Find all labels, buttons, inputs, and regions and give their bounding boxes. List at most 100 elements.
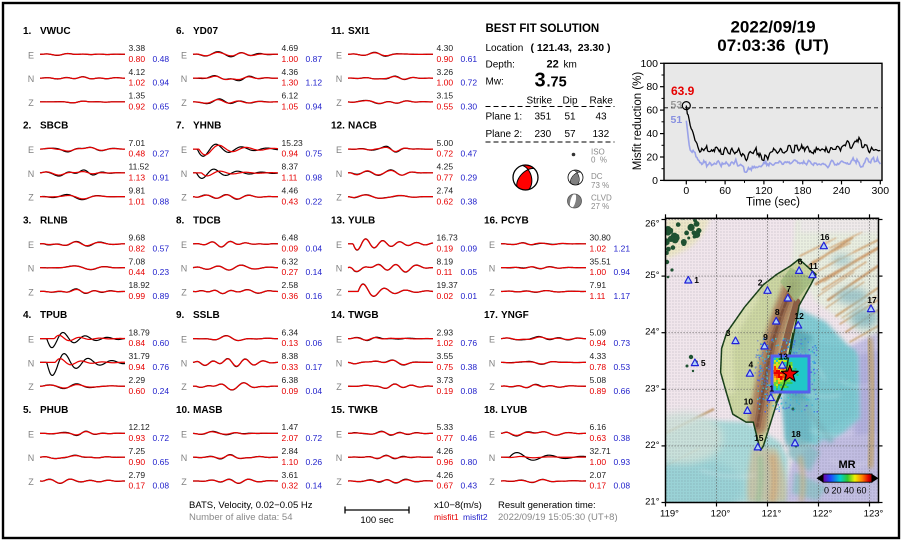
svg-text:4.46: 4.46 <box>282 186 299 196</box>
svg-text:0.11: 0.11 <box>437 267 453 277</box>
svg-text:Number of alive data: 54: Number of alive data: 54 <box>189 512 293 523</box>
svg-text:0.92: 0.92 <box>129 102 146 112</box>
svg-text:1.11: 1.11 <box>590 291 606 301</box>
svg-text:3.: 3. <box>23 215 32 226</box>
svg-text:12: 12 <box>794 311 804 321</box>
svg-text:0.14: 0.14 <box>306 267 323 277</box>
svg-text:16.73: 16.73 <box>437 233 459 243</box>
svg-text:63.9: 63.9 <box>671 84 695 98</box>
svg-text:E: E <box>489 335 495 345</box>
svg-text:0.17: 0.17 <box>590 481 607 491</box>
svg-text:0.14: 0.14 <box>306 481 323 491</box>
svg-text:19.37: 19.37 <box>437 280 459 290</box>
svg-text:6.32: 6.32 <box>282 256 299 266</box>
svg-text:8.37: 8.37 <box>282 162 299 172</box>
svg-text:230: 230 <box>535 129 552 140</box>
svg-text:2.93: 2.93 <box>437 327 454 337</box>
svg-text:0.76: 0.76 <box>153 362 170 372</box>
svg-text:0: 0 <box>683 185 689 197</box>
svg-text:0.32: 0.32 <box>282 481 299 491</box>
svg-text:0.24: 0.24 <box>153 386 170 396</box>
svg-text:MASB: MASB <box>193 405 222 416</box>
svg-text:6.: 6. <box>176 26 185 37</box>
svg-text:8: 8 <box>775 307 780 317</box>
svg-text:0.82: 0.82 <box>129 243 146 253</box>
svg-text:0.43: 0.43 <box>461 481 478 491</box>
svg-text:3.55: 3.55 <box>437 351 454 361</box>
svg-text:Rake: Rake <box>590 96 614 107</box>
svg-text:0.46: 0.46 <box>461 433 478 443</box>
svg-text:0.94: 0.94 <box>614 267 631 277</box>
svg-text:0.89: 0.89 <box>153 291 170 301</box>
svg-text:0.65: 0.65 <box>153 102 170 112</box>
svg-text:1.05: 1.05 <box>282 102 299 112</box>
svg-text:N: N <box>336 264 343 274</box>
svg-text:18: 18 <box>791 429 801 439</box>
svg-text:12.12: 12.12 <box>129 422 151 432</box>
svg-text:0.16: 0.16 <box>306 291 323 301</box>
svg-text:1.10: 1.10 <box>282 457 299 467</box>
svg-text:73 %: 73 % <box>591 181 609 190</box>
svg-text:6.38: 6.38 <box>282 375 299 385</box>
svg-text:DC: DC <box>591 172 603 181</box>
svg-text:1.: 1. <box>23 26 32 37</box>
svg-text:N: N <box>181 169 188 179</box>
svg-text:0.44: 0.44 <box>129 267 146 277</box>
svg-text:0.36: 0.36 <box>282 291 299 301</box>
svg-text:9.68: 9.68 <box>129 233 146 243</box>
svg-text:6: 6 <box>798 257 803 267</box>
svg-text:Misfit reduction (%): Misfit reduction (%) <box>632 72 644 171</box>
svg-text:Z: Z <box>28 98 34 108</box>
svg-text:0.17: 0.17 <box>129 481 146 491</box>
svg-text:2022/09/19 15:05:30 (UT+8): 2022/09/19 15:05:30 (UT+8) <box>498 512 618 523</box>
svg-text:N: N <box>28 264 35 274</box>
svg-text:0.80: 0.80 <box>461 457 478 467</box>
svg-text:15.: 15. <box>331 405 345 416</box>
svg-text:0.94: 0.94 <box>129 362 146 372</box>
svg-text:0.05: 0.05 <box>461 267 478 277</box>
svg-text:9.81: 9.81 <box>129 186 146 196</box>
svg-text:11: 11 <box>809 261 818 271</box>
svg-text:3: 3 <box>535 70 546 92</box>
svg-text:E: E <box>28 429 34 439</box>
svg-text:0.75: 0.75 <box>437 362 454 372</box>
svg-text:0.78: 0.78 <box>590 362 607 372</box>
svg-text:Mw:: Mw: <box>486 77 504 88</box>
svg-text:0.23: 0.23 <box>153 267 170 277</box>
svg-text:2022/09/19: 2022/09/19 <box>730 18 815 37</box>
svg-text:80: 80 <box>646 81 658 93</box>
svg-text:0.98: 0.98 <box>306 173 323 183</box>
svg-text:Z: Z <box>336 382 342 392</box>
svg-text:N: N <box>489 453 496 463</box>
svg-text:17: 17 <box>867 295 877 305</box>
svg-text:SXI1: SXI1 <box>348 26 370 37</box>
svg-text:.75: .75 <box>547 75 567 91</box>
svg-text:1.13: 1.13 <box>129 173 146 183</box>
svg-text:1.02: 1.02 <box>129 78 146 88</box>
svg-text:4.26: 4.26 <box>437 446 454 456</box>
svg-text:km: km <box>564 60 577 71</box>
svg-text:0.94: 0.94 <box>282 149 299 159</box>
svg-text:1.00: 1.00 <box>437 78 454 88</box>
svg-text:Z: Z <box>489 477 495 487</box>
svg-text:0.94: 0.94 <box>590 338 607 348</box>
svg-text:0.77: 0.77 <box>437 173 454 183</box>
svg-text:E: E <box>181 429 187 439</box>
svg-text:11.: 11. <box>331 26 345 37</box>
svg-text:07:03:36 (UT): 07:03:36 (UT) <box>717 36 828 55</box>
svg-text:53: 53 <box>671 99 683 111</box>
svg-text:0.61: 0.61 <box>461 54 478 64</box>
svg-text:27 %: 27 % <box>591 202 609 211</box>
svg-text:0.47: 0.47 <box>461 149 478 159</box>
svg-text:3.15: 3.15 <box>437 91 454 101</box>
svg-text:7.91: 7.91 <box>590 280 607 290</box>
svg-text:5.09: 5.09 <box>590 327 607 337</box>
svg-text:N: N <box>336 169 343 179</box>
svg-text:Time (sec): Time (sec) <box>746 197 800 209</box>
svg-text:Z: Z <box>489 287 495 297</box>
svg-text:0.57: 0.57 <box>153 243 170 253</box>
svg-text:12.: 12. <box>331 121 345 132</box>
svg-text:40: 40 <box>646 128 658 140</box>
svg-text:17.: 17. <box>484 310 498 321</box>
svg-text:Z: Z <box>28 477 34 487</box>
